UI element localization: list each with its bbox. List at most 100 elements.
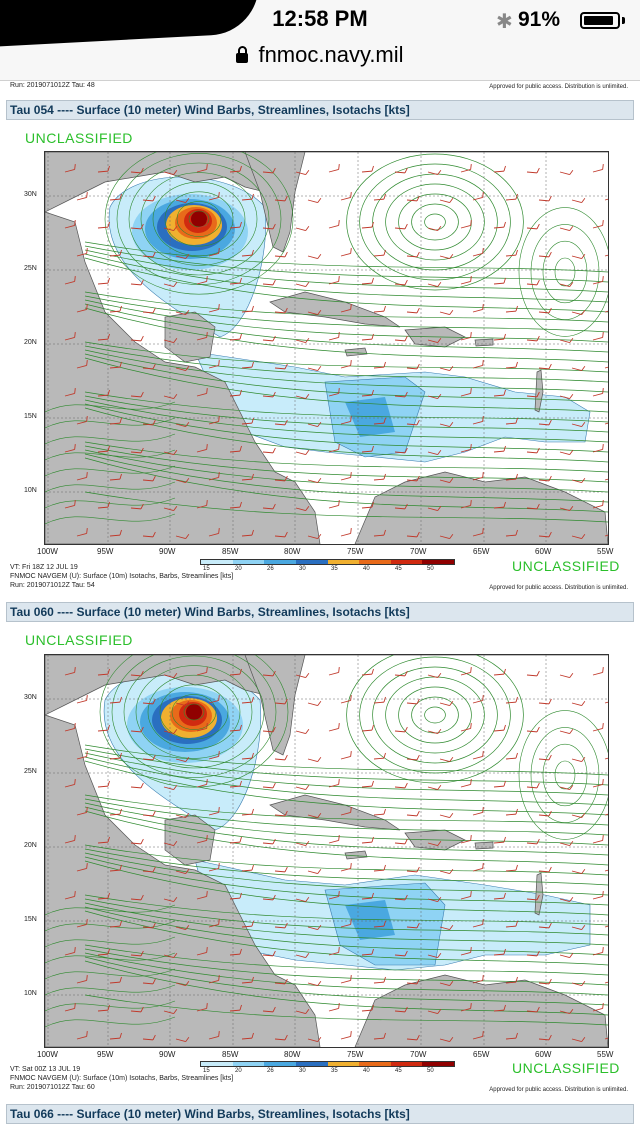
barb-feather bbox=[536, 726, 540, 733]
wind-barb bbox=[406, 531, 420, 538]
barb-staff bbox=[196, 895, 207, 900]
barb-feather bbox=[284, 307, 288, 314]
barb-staff bbox=[241, 813, 253, 816]
wind-barb bbox=[76, 416, 88, 425]
barb-staff bbox=[538, 870, 550, 873]
cuba-land bbox=[269, 291, 401, 328]
barb-feather bbox=[251, 976, 254, 983]
barb-feather bbox=[119, 193, 122, 200]
barb-staff bbox=[175, 982, 186, 987]
barb-staff bbox=[328, 280, 339, 285]
wind-barb bbox=[130, 670, 144, 677]
wind-barb bbox=[196, 947, 208, 956]
barb-staff bbox=[394, 730, 406, 733]
storm-streamline bbox=[128, 162, 270, 276]
barb-staff bbox=[274, 982, 286, 985]
barb-feather bbox=[449, 925, 454, 930]
streamline bbox=[84, 952, 608, 996]
wind-barb bbox=[505, 864, 518, 872]
wind-barb bbox=[361, 1004, 374, 1012]
barb-feather bbox=[548, 810, 552, 817]
wind-barb bbox=[592, 835, 604, 844]
barb-staff bbox=[493, 841, 505, 844]
barb-staff bbox=[64, 224, 75, 229]
barb-feather bbox=[239, 277, 242, 284]
barb-feather bbox=[284, 978, 288, 985]
barb-staff bbox=[130, 451, 142, 454]
wind-barb bbox=[361, 948, 374, 956]
wind-barb bbox=[505, 417, 518, 425]
barb-feather bbox=[350, 695, 352, 701]
barb-feather bbox=[107, 333, 110, 340]
barb-staff bbox=[295, 227, 306, 232]
barb-feather bbox=[569, 1009, 574, 1014]
wind-barb bbox=[229, 780, 242, 788]
barb-feather bbox=[581, 422, 586, 427]
barb-feather bbox=[152, 810, 156, 817]
barb-staff bbox=[460, 336, 471, 341]
streamline bbox=[45, 481, 176, 493]
barb-feather bbox=[383, 808, 386, 815]
wind-barb bbox=[307, 1037, 322, 1043]
barb-feather bbox=[569, 394, 574, 399]
barb-feather bbox=[416, 419, 420, 426]
barb-feather bbox=[140, 223, 144, 230]
wind-barb bbox=[163, 897, 178, 903]
colorbar-tick-label: 50 bbox=[427, 566, 434, 572]
wind-barb bbox=[472, 919, 484, 928]
wind-barb bbox=[274, 754, 288, 761]
barb-feather bbox=[449, 478, 454, 483]
barb-feather bbox=[470, 388, 472, 394]
barb-staff bbox=[538, 199, 550, 202]
barb-staff bbox=[472, 979, 483, 984]
barb-feather bbox=[86, 807, 88, 813]
barb-feather bbox=[581, 534, 586, 539]
barb-feather bbox=[383, 249, 386, 256]
wind-barb bbox=[361, 445, 374, 453]
barb-feather bbox=[371, 501, 374, 508]
wind-barb bbox=[604, 476, 608, 481]
wind-barb bbox=[130, 726, 144, 733]
wind-barb bbox=[229, 389, 242, 397]
barb-feather bbox=[305, 897, 310, 902]
wind-barb bbox=[505, 976, 518, 984]
barb-staff bbox=[571, 367, 582, 372]
streamline bbox=[45, 465, 176, 477]
wind-barb bbox=[142, 922, 156, 929]
barb-staff bbox=[196, 839, 207, 844]
barb-feather bbox=[581, 757, 586, 762]
barb-staff bbox=[109, 757, 121, 760]
barb-feather bbox=[338, 947, 340, 953]
wind-barb bbox=[109, 1032, 122, 1040]
latitude-label: 25N bbox=[24, 768, 37, 775]
barb-feather bbox=[185, 198, 190, 203]
barb-feather bbox=[371, 445, 374, 452]
address-bar[interactable]: fnmoc.navy.mil bbox=[0, 42, 640, 68]
barb-staff bbox=[142, 423, 154, 426]
barb-feather bbox=[569, 338, 574, 343]
barb-staff bbox=[427, 1010, 438, 1015]
barb-staff bbox=[307, 479, 318, 484]
barb-feather bbox=[449, 310, 454, 315]
barb-staff bbox=[142, 702, 154, 705]
barb-feather bbox=[218, 695, 220, 701]
colorbar-swatch bbox=[422, 560, 454, 564]
barb-feather bbox=[449, 534, 454, 539]
barb-staff bbox=[427, 283, 438, 288]
barb-feather bbox=[305, 338, 310, 343]
storm-streamline bbox=[104, 152, 294, 295]
streamline bbox=[84, 349, 608, 393]
unclassified-top-label: UNCLASSIFIED bbox=[25, 130, 133, 146]
barb-feather bbox=[515, 361, 518, 368]
wind-barb bbox=[340, 919, 352, 928]
barb-staff bbox=[262, 283, 274, 286]
barb-feather bbox=[218, 528, 220, 534]
streamline bbox=[84, 345, 608, 383]
barb-staff bbox=[163, 171, 174, 176]
barb-staff bbox=[175, 814, 186, 819]
streamline bbox=[84, 299, 608, 343]
wind-barb bbox=[241, 808, 254, 816]
barb-staff bbox=[427, 898, 438, 903]
eddy-streamline bbox=[542, 743, 588, 807]
barb-feather bbox=[536, 670, 540, 677]
